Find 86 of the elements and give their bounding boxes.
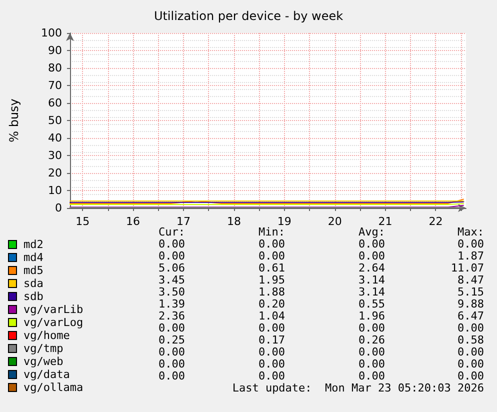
- text: 1.88: [258, 286, 285, 298]
- x-tick-label: 20: [328, 215, 342, 228]
- chart-title: Utilization per device - by week: [154, 9, 344, 23]
- legend-label: sda: [24, 277, 44, 290]
- y-tick-label: 80: [48, 62, 62, 74]
- text: 0.00: [258, 370, 285, 382]
- text: 0.00: [458, 238, 484, 250]
- text: 0.26: [358, 334, 385, 346]
- text: 5.06: [158, 262, 185, 274]
- legend-label: vg/varLib: [24, 303, 84, 316]
- text: 0.20: [258, 298, 285, 310]
- text: 0.00: [158, 346, 185, 358]
- text: 2.64: [358, 262, 386, 274]
- x-tick-label: 18: [226, 215, 241, 228]
- y-tick-label: 90: [48, 44, 62, 57]
- x-tick-label: 17: [176, 215, 191, 228]
- text: 2.36: [158, 310, 185, 322]
- text: 0.55: [358, 298, 385, 310]
- legend-label: md4: [24, 251, 44, 264]
- text: Max:: [458, 226, 484, 238]
- text: 0.00: [158, 370, 185, 382]
- y-tick-label: 40: [48, 132, 62, 144]
- text: 0.00: [358, 250, 385, 262]
- legend-label: md2: [24, 238, 44, 251]
- text: 0.00: [358, 346, 385, 358]
- y-tick-label: 30: [48, 149, 62, 162]
- text: 3.14: [358, 274, 386, 286]
- text: 0.00: [458, 370, 484, 382]
- text: 3.14: [358, 286, 386, 298]
- text: 0.00: [258, 322, 285, 334]
- text: 1.95: [258, 274, 285, 286]
- text: 0.00: [358, 358, 385, 370]
- legend-label: md5: [24, 264, 44, 277]
- legend-label: sdb: [24, 290, 44, 303]
- text: 0.00: [158, 250, 185, 262]
- text: 5.15: [458, 286, 484, 298]
- y-tick-label: 10: [48, 184, 62, 197]
- x-tick-label: 19: [277, 215, 292, 228]
- text: 0.00: [358, 370, 385, 382]
- text: 0.00: [258, 358, 285, 370]
- text: 0.00: [258, 238, 285, 250]
- x-tick-label: 16: [126, 215, 140, 228]
- y-tick-label: 20: [48, 166, 62, 180]
- legend-label: vg/tmp: [24, 342, 64, 355]
- y-tick-label: 100: [41, 26, 62, 40]
- text: 0.61: [258, 262, 285, 274]
- text: 3.50: [158, 286, 185, 298]
- text: 0.00: [158, 238, 185, 250]
- text: 11.07: [450, 262, 484, 274]
- y-tick-label: 70: [48, 79, 62, 92]
- text: 0.00: [458, 358, 484, 370]
- text: 1.04: [258, 310, 286, 322]
- text: 0.25: [158, 334, 185, 346]
- x-tick-label: 15: [76, 215, 90, 228]
- text: 1.39: [158, 298, 185, 310]
- text: 3.45: [158, 274, 185, 286]
- text: Min:: [258, 226, 285, 238]
- text: 6.47: [458, 310, 484, 322]
- x-tick-label: 21: [378, 215, 392, 228]
- legend-label: vg/data: [24, 368, 70, 381]
- text: 0.00: [258, 346, 285, 358]
- text: 9.88: [458, 298, 484, 310]
- text: Last update: Mon Mar 23 05:20:03 2026: [232, 382, 484, 394]
- text: 0.00: [358, 238, 385, 250]
- legend-label: vg/varLog: [24, 316, 84, 329]
- text: 1.96: [358, 310, 385, 322]
- text: 0.00: [458, 322, 484, 334]
- y-axis-title: % busy: [7, 98, 21, 142]
- text: 8.47: [458, 274, 484, 286]
- text: 0.17: [258, 334, 285, 346]
- text: 0.00: [158, 358, 185, 370]
- text: 0.00: [158, 322, 185, 334]
- text: 0.00: [258, 250, 285, 262]
- text: 0.58: [458, 334, 484, 346]
- text: 0.00: [358, 322, 385, 334]
- text: 0.00: [458, 346, 484, 358]
- text: Cur:: [158, 226, 185, 238]
- y-tick-label: 60: [48, 96, 62, 110]
- text: 1.87: [458, 250, 484, 262]
- legend-label: vg/home: [24, 329, 70, 342]
- y-tick-label: 50: [48, 114, 62, 127]
- x-tick-label: 22: [428, 215, 443, 228]
- legend-label: vg/ollama: [24, 381, 84, 394]
- legend-label: vg/web: [24, 355, 64, 368]
- y-tick-label: 0: [55, 202, 62, 214]
- text: Avg:: [358, 226, 385, 238]
